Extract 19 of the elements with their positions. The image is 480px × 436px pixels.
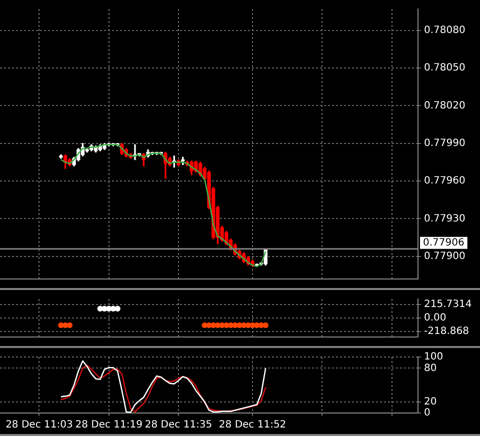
x-tick-label: 28 Dec 11:03 — [6, 420, 73, 431]
x-tick-label: 28 Dec 11:19 — [75, 420, 142, 431]
y-tick-label: 0.78080 — [424, 24, 466, 36]
y-tick-label: 0.78020 — [424, 100, 466, 112]
y-tick-label: 0.77930 — [424, 213, 466, 224]
y-tick-label: 80 — [424, 362, 437, 374]
x-tick-label: 28 Dec 11:52 — [218, 420, 286, 431]
y-tick-label: 20 — [424, 396, 437, 408]
x-tick-label: 28 Dec 11:35 — [144, 420, 212, 431]
y-tick-label: 100 — [424, 352, 444, 363]
y-tick-label: 0.77990 — [424, 138, 466, 149]
ref-line-label: 0.77906 — [423, 237, 464, 248]
y-tick-label: 0.77960 — [424, 176, 466, 187]
y-tick-label: -218.868 — [424, 326, 469, 337]
y-tick-label: 215.7314 — [424, 299, 472, 310]
y-tick-label: 0.77900 — [424, 250, 466, 262]
y-tick-label: 0.78050 — [424, 62, 466, 74]
y-tick-label: 0 — [424, 408, 430, 419]
y-tick-label: 0.00 — [424, 312, 446, 324]
